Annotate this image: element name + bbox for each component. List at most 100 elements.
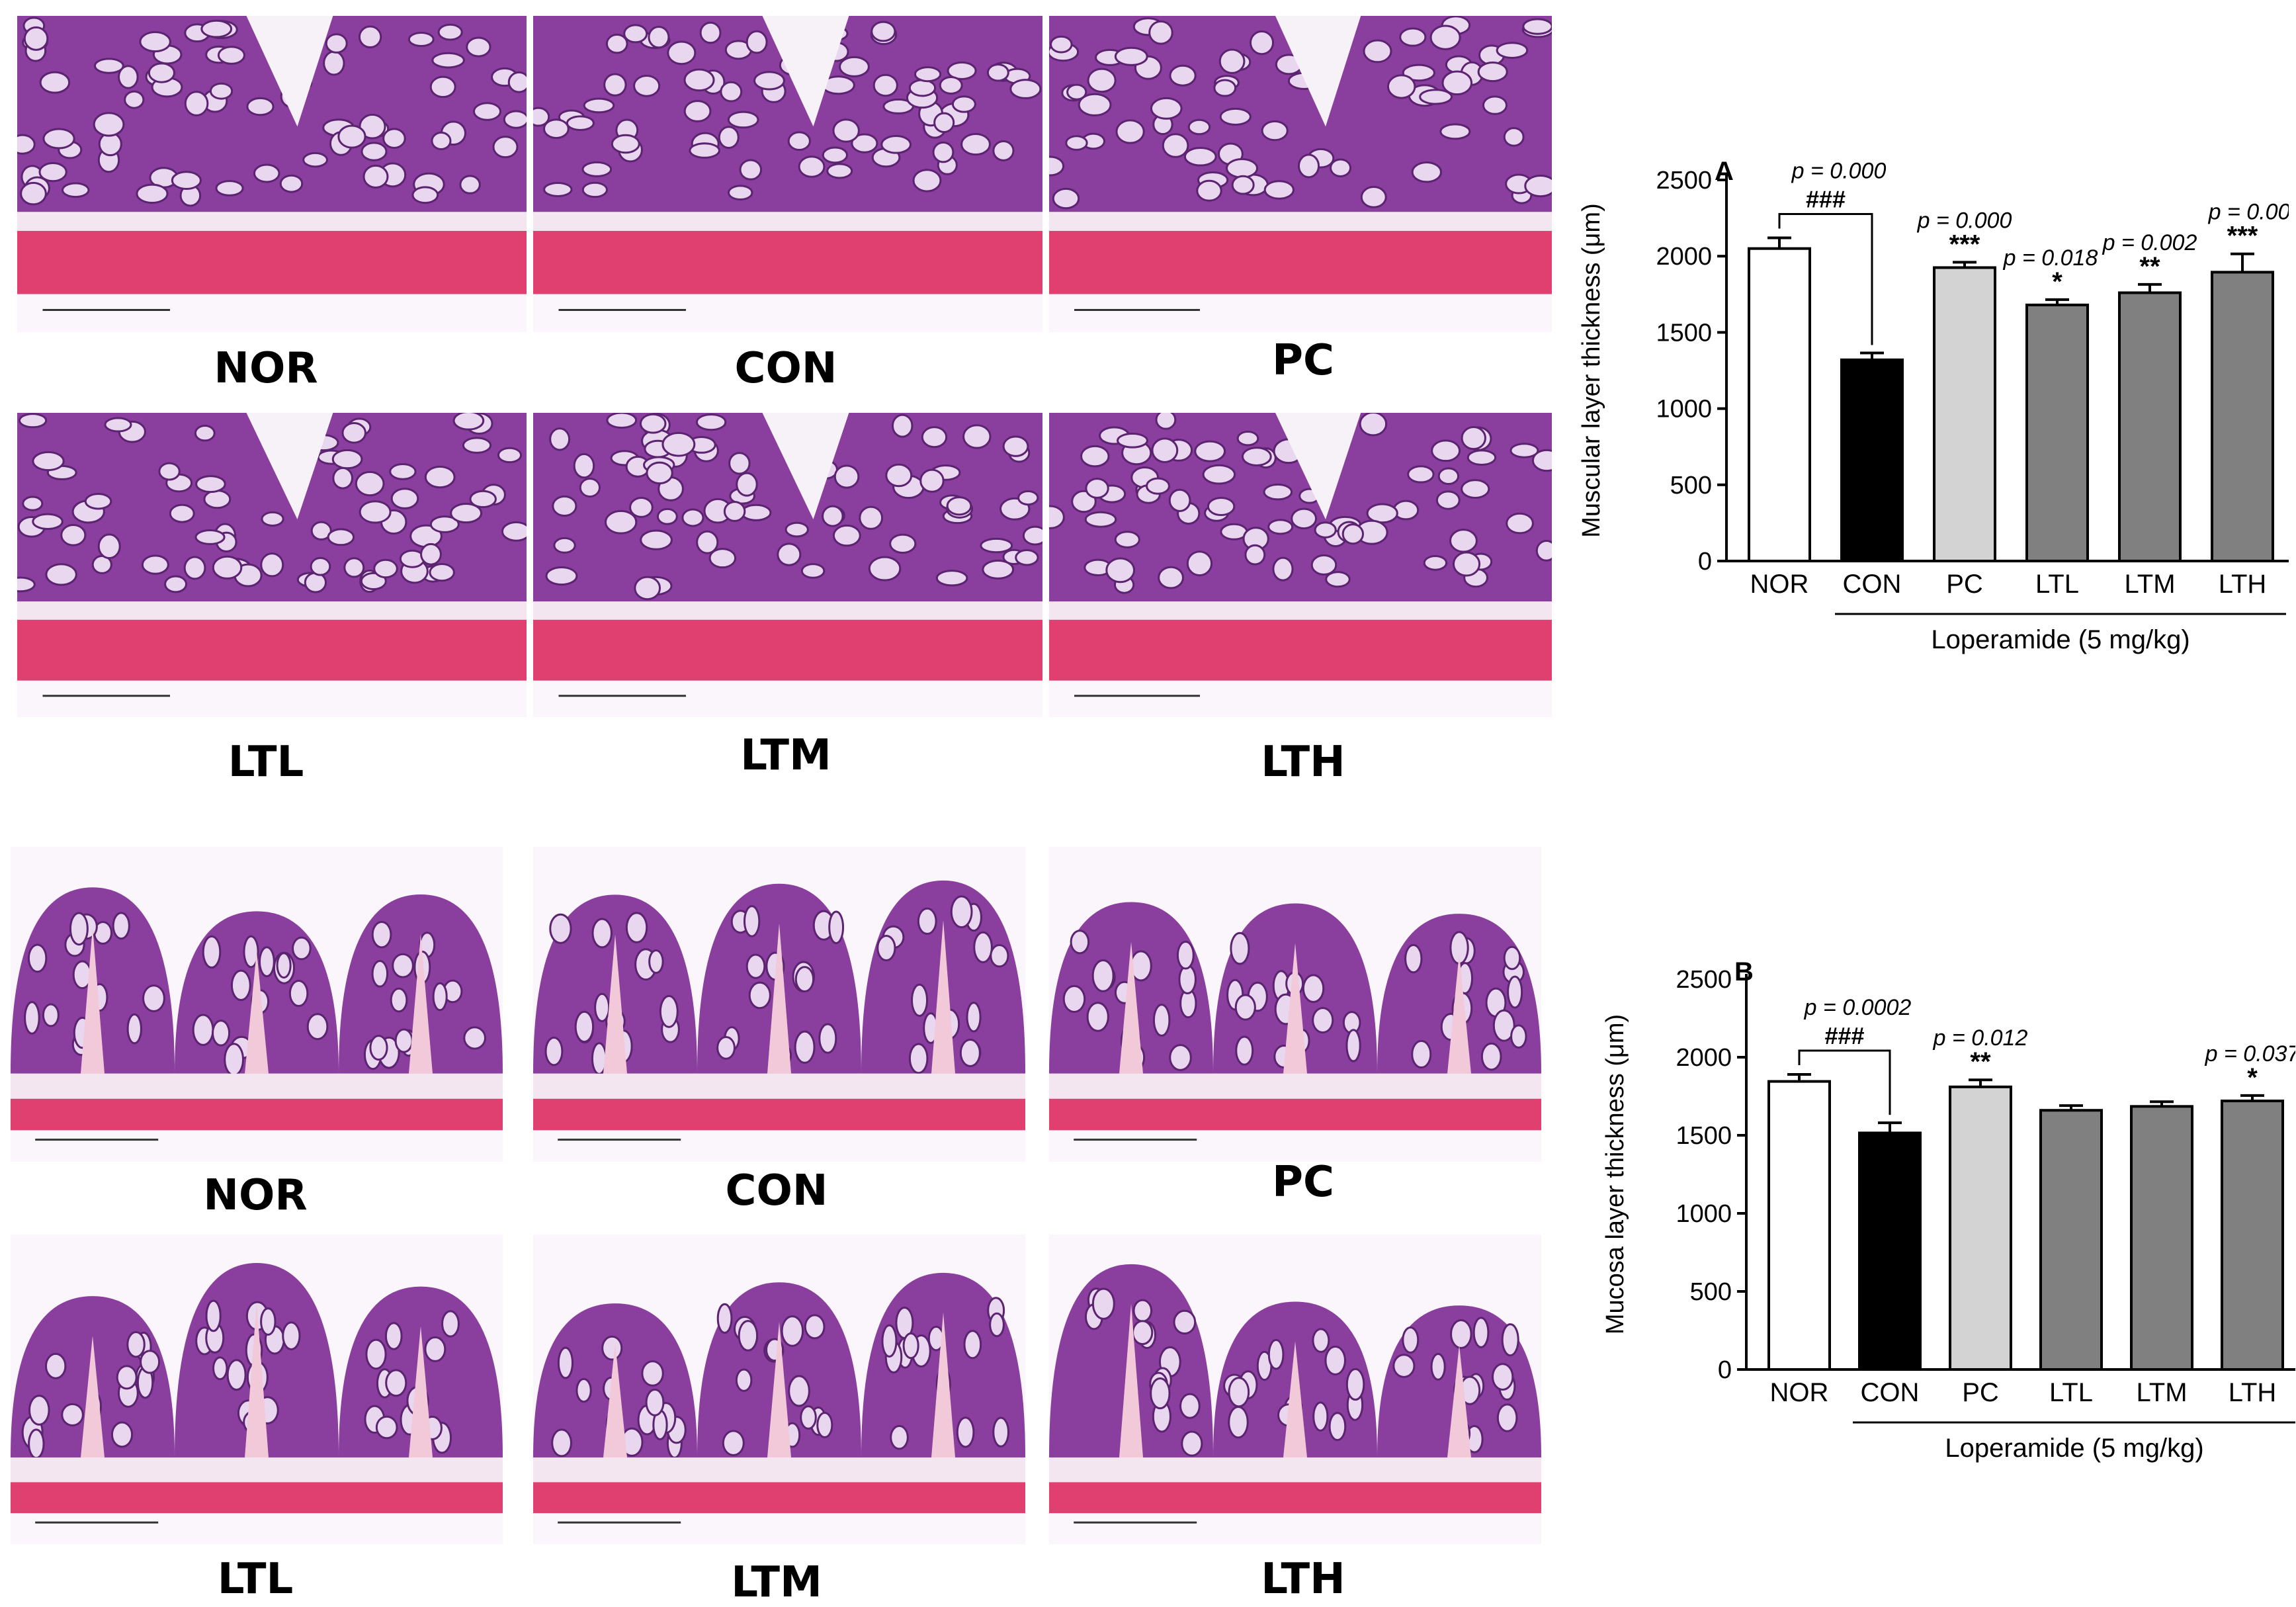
crypt [259, 946, 275, 978]
crypt [126, 1013, 142, 1045]
significance-mark: *** [1949, 230, 1980, 259]
crypt [1291, 507, 1318, 530]
crypt [385, 1369, 407, 1397]
crypt [956, 1416, 975, 1448]
crypt [61, 182, 90, 198]
crypt [183, 556, 206, 580]
crypt [1402, 1326, 1420, 1354]
crypt [545, 566, 578, 586]
crypt [20, 181, 47, 206]
crypt [591, 918, 613, 949]
crypt [720, 81, 743, 103]
crypt [202, 935, 222, 969]
crypt [1179, 1393, 1201, 1419]
crypt [992, 1416, 1009, 1448]
crypt [1186, 550, 1213, 577]
submucosa [1049, 1457, 1541, 1483]
x-tick-label: LTL [2035, 570, 2079, 599]
crypt [1002, 435, 1029, 457]
crypt [1452, 551, 1481, 577]
crypt [573, 453, 595, 479]
fold-core [245, 951, 269, 1074]
crypt [818, 1023, 837, 1054]
crypt [1496, 42, 1529, 59]
crypt [826, 163, 853, 179]
crypt [1472, 1317, 1490, 1348]
crypt [429, 515, 460, 533]
p-value: p = 0.018 [2003, 245, 2098, 271]
crypt [963, 1330, 982, 1360]
crypt [141, 554, 169, 575]
histology-image-top-ltm [533, 413, 1042, 717]
fold-core [1119, 941, 1143, 1074]
crypt [192, 1014, 214, 1047]
crypt [794, 966, 815, 992]
crypt [1312, 1328, 1330, 1353]
crypt [200, 19, 233, 38]
crypt [1235, 1035, 1254, 1066]
crypt [885, 463, 913, 488]
crypt [781, 1315, 804, 1347]
crypt [282, 1321, 301, 1351]
crypt [1249, 30, 1275, 56]
crypt [743, 905, 761, 937]
significance-bracket [1798, 1049, 1891, 1115]
histology-image-top-pc [1049, 16, 1552, 332]
crypt [17, 576, 36, 593]
crypt [310, 521, 332, 541]
crypt [549, 427, 571, 451]
crypt [1392, 1354, 1416, 1378]
crypt [212, 1020, 231, 1047]
crypt [822, 505, 844, 527]
crypt [1263, 483, 1293, 501]
crypt [1070, 930, 1090, 955]
histology-image-bottom-nor [11, 847, 503, 1162]
x-tick-label: PC [1946, 570, 1983, 599]
crypt [1234, 994, 1256, 1021]
crypt [45, 563, 77, 586]
crypt [533, 107, 550, 127]
crypt [1084, 511, 1117, 528]
crypt [1228, 1377, 1250, 1408]
crypt [581, 161, 613, 177]
histology-image-bottom-ltl [11, 1235, 503, 1544]
crypt [946, 496, 972, 516]
y-tick-label: 2500 [1656, 167, 1712, 195]
submucosa [533, 1457, 1025, 1483]
crypt [276, 952, 292, 979]
significance-mark: *** [2227, 222, 2258, 251]
x-tick-label: LTM [2136, 1378, 2187, 1407]
crypt [667, 40, 697, 65]
bottom-caption-pc: PC [1272, 1158, 1334, 1207]
crypt [337, 124, 366, 149]
crypt [661, 431, 696, 457]
crypt [1506, 512, 1534, 535]
crypt [325, 33, 348, 54]
significance-mark: * [2247, 1063, 2258, 1092]
crypt [195, 475, 226, 494]
crypt [1439, 123, 1471, 140]
crypt [552, 495, 577, 517]
muscle-layer [17, 619, 527, 681]
crypt [452, 413, 485, 431]
crypt [1150, 97, 1183, 120]
crypt [634, 576, 661, 601]
crypt [246, 97, 275, 116]
crypt [872, 73, 898, 97]
crypt [919, 468, 945, 493]
crypt [382, 128, 406, 149]
bar-nor [1748, 247, 1811, 562]
crypt [104, 417, 132, 433]
bottom-caption-ltm: LTM [731, 1558, 822, 1607]
crypt [544, 1036, 564, 1066]
crypt [1146, 477, 1170, 495]
crypt [371, 920, 392, 949]
crypt [22, 496, 44, 511]
crypt [1430, 1352, 1446, 1381]
crypt [369, 1035, 388, 1061]
crypt [361, 142, 388, 161]
x-tick-label: LTM [2124, 570, 2175, 599]
panel-label: A [1715, 157, 1734, 186]
crypt [304, 572, 327, 593]
crypt [1429, 24, 1461, 50]
